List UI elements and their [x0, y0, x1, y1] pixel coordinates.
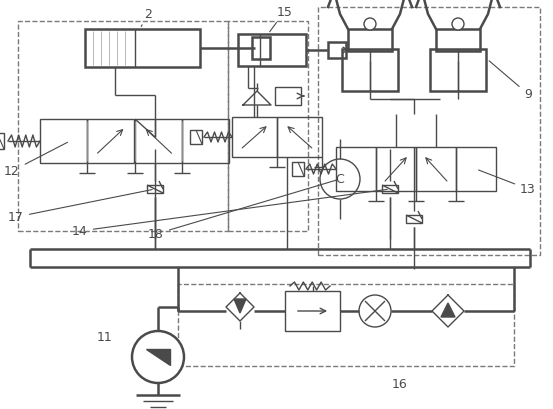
- Bar: [85, 30, 200, 68]
- Polygon shape: [328, 43, 346, 59]
- Circle shape: [359, 295, 391, 327]
- Polygon shape: [234, 299, 246, 313]
- Bar: [238, 35, 306, 67]
- Bar: [318, 8, 540, 255]
- Bar: [456, 148, 496, 191]
- Bar: [275, 88, 301, 106]
- Circle shape: [452, 19, 464, 31]
- Text: 16: 16: [392, 378, 408, 391]
- Bar: [292, 163, 304, 177]
- Polygon shape: [441, 303, 455, 317]
- Bar: [406, 216, 422, 223]
- Bar: [328, 43, 346, 59]
- Bar: [376, 148, 416, 191]
- Bar: [135, 120, 182, 164]
- Bar: [416, 148, 456, 191]
- Text: 11: 11: [97, 331, 113, 344]
- Bar: [232, 118, 277, 157]
- Circle shape: [132, 331, 184, 383]
- Bar: [18, 22, 228, 231]
- Bar: [342, 50, 398, 92]
- Polygon shape: [432, 295, 464, 327]
- Bar: [436, 30, 480, 52]
- Bar: [182, 120, 229, 164]
- Text: 2: 2: [141, 7, 152, 27]
- Bar: [190, 131, 202, 145]
- Circle shape: [320, 160, 360, 200]
- Text: 15: 15: [270, 5, 293, 33]
- Polygon shape: [243, 92, 271, 106]
- Bar: [382, 186, 398, 193]
- Bar: [336, 148, 376, 191]
- Bar: [285, 291, 340, 331]
- Text: 18: 18: [148, 180, 337, 241]
- Bar: [147, 186, 163, 193]
- Bar: [178, 284, 514, 366]
- Circle shape: [364, 19, 376, 31]
- Text: 13: 13: [478, 171, 536, 196]
- Text: 17: 17: [8, 190, 152, 224]
- Bar: [277, 118, 322, 157]
- Bar: [228, 22, 308, 231]
- Text: 12: 12: [4, 143, 67, 178]
- Bar: [0, 134, 4, 150]
- Text: 9: 9: [489, 62, 532, 101]
- Bar: [87, 120, 134, 164]
- Polygon shape: [146, 349, 170, 365]
- Bar: [40, 120, 87, 164]
- Bar: [348, 30, 392, 52]
- Polygon shape: [226, 293, 254, 321]
- Text: 14: 14: [72, 190, 387, 238]
- Text: C: C: [336, 173, 345, 186]
- Bar: [252, 38, 270, 60]
- Bar: [430, 50, 486, 92]
